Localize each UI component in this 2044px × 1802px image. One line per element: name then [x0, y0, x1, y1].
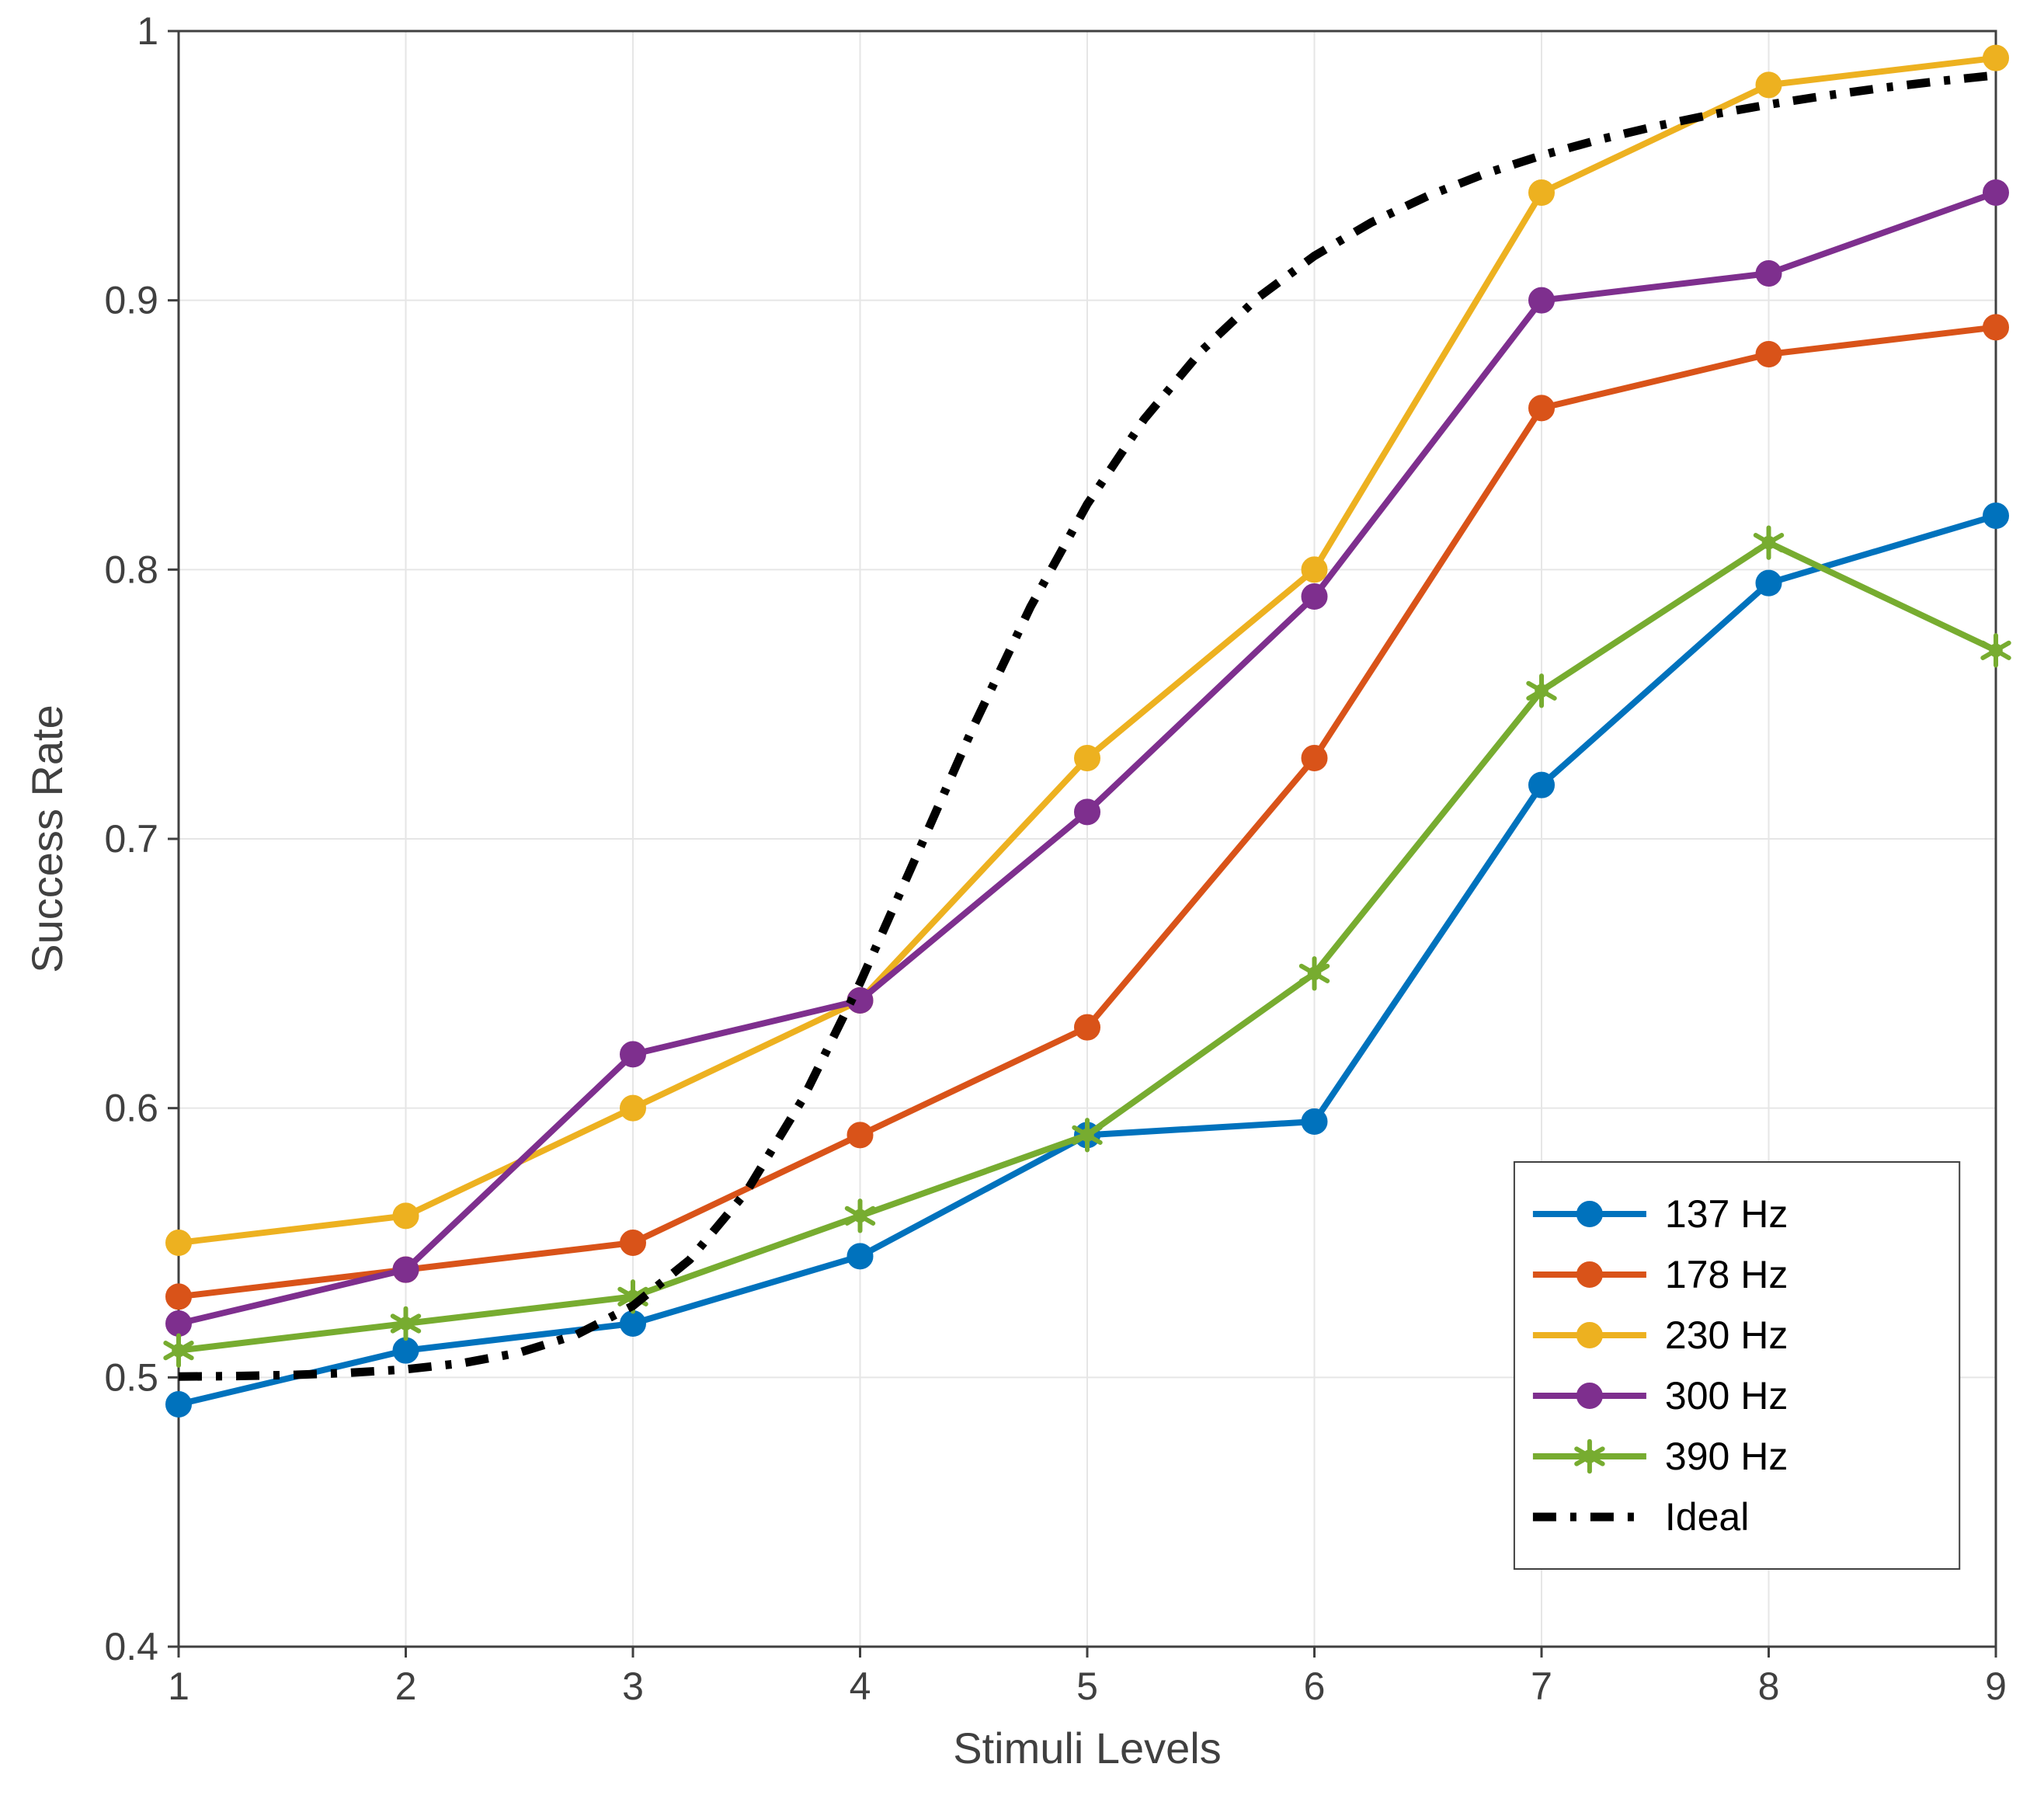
xtick-label: 9	[1985, 1665, 2007, 1708]
xtick-label: 5	[1076, 1665, 1098, 1708]
ytick-label: 0.4	[104, 1625, 158, 1668]
marker-circle	[1075, 799, 1100, 824]
marker-circle	[394, 1338, 419, 1363]
marker-star-core	[1535, 684, 1549, 698]
y-axis-label: Success Rate	[23, 704, 71, 973]
marker-circle	[620, 1311, 645, 1336]
marker-star-core	[1989, 644, 2003, 658]
marker-circle	[1302, 557, 1327, 582]
marker-circle	[1529, 180, 1554, 205]
marker-star-core	[399, 1317, 413, 1331]
marker-circle	[1577, 1323, 1602, 1348]
xtick-label: 2	[395, 1665, 417, 1708]
marker-star-core	[1762, 536, 1776, 550]
marker-circle	[620, 1042, 645, 1066]
marker-star-core	[1308, 967, 1322, 981]
marker-circle	[166, 1392, 191, 1417]
marker-circle	[1757, 571, 1782, 596]
ytick-label: 0.9	[104, 279, 158, 322]
legend-item-label: 230 Hz	[1665, 1313, 1788, 1357]
marker-circle	[1529, 773, 1554, 798]
marker-circle	[1075, 746, 1100, 771]
marker-circle	[166, 1284, 191, 1309]
xtick-label: 8	[1758, 1665, 1780, 1708]
marker-circle	[1983, 315, 2008, 339]
marker-circle	[1983, 180, 2008, 205]
marker-star-core	[172, 1344, 186, 1358]
marker-circle	[1757, 342, 1782, 367]
marker-circle	[1529, 288, 1554, 313]
marker-circle	[620, 1230, 645, 1255]
xtick-label: 3	[622, 1665, 644, 1708]
marker-circle	[1577, 1202, 1602, 1226]
ytick-label: 0.5	[104, 1355, 158, 1399]
ytick-label: 0.8	[104, 548, 158, 591]
marker-circle	[1577, 1383, 1602, 1408]
x-axis-label: Stimuli Levels	[953, 1724, 1221, 1772]
xtick-label: 4	[850, 1665, 871, 1708]
legend-item-label: 300 Hz	[1665, 1374, 1788, 1418]
xtick-label: 6	[1304, 1665, 1326, 1708]
ytick-label: 1	[137, 9, 158, 53]
marker-circle	[1302, 584, 1327, 609]
ytick-label: 0.7	[104, 817, 158, 861]
marker-circle	[394, 1203, 419, 1228]
marker-circle	[1302, 1109, 1327, 1134]
marker-circle	[166, 1311, 191, 1336]
marker-circle	[1075, 1015, 1100, 1040]
legend: 137 Hz 178 Hz 230 Hz 300 Hz 390 Hz Ideal	[1514, 1162, 1959, 1569]
marker-circle	[1757, 261, 1782, 286]
marker-star-core	[1080, 1129, 1094, 1143]
line-chart: 1 2 3 4 5 6 7 8 9 0.4 0.5 0.6 0.7 0.8 0.9 1 Stimuli Leve…	[0, 0, 2044, 1802]
marker-star-core	[853, 1209, 867, 1223]
legend-item-label: Ideal	[1665, 1495, 1749, 1539]
marker-circle	[1302, 746, 1327, 771]
marker-circle	[848, 1244, 873, 1268]
xtick-label: 7	[1531, 1665, 1552, 1708]
legend-item-label: 137 Hz	[1665, 1192, 1788, 1236]
marker-circle	[620, 1096, 645, 1121]
marker-circle	[1983, 503, 2008, 528]
marker-circle	[394, 1258, 419, 1282]
marker-circle	[166, 1230, 191, 1255]
chart-container: 1 2 3 4 5 6 7 8 9 0.4 0.5 0.6 0.7 0.8 0.9 1 Stimuli Leve…	[0, 0, 2044, 1802]
marker-circle	[848, 1122, 873, 1147]
marker-circle	[1757, 72, 1782, 97]
marker-star-core	[1583, 1449, 1597, 1463]
ytick-label: 0.6	[104, 1087, 158, 1130]
marker-circle	[1577, 1262, 1602, 1287]
xtick-label: 1	[168, 1665, 189, 1708]
legend-item-label: 390 Hz	[1665, 1435, 1788, 1478]
legend-item-label: 178 Hz	[1665, 1253, 1788, 1296]
marker-circle	[1529, 395, 1554, 420]
marker-circle	[1983, 46, 2008, 71]
